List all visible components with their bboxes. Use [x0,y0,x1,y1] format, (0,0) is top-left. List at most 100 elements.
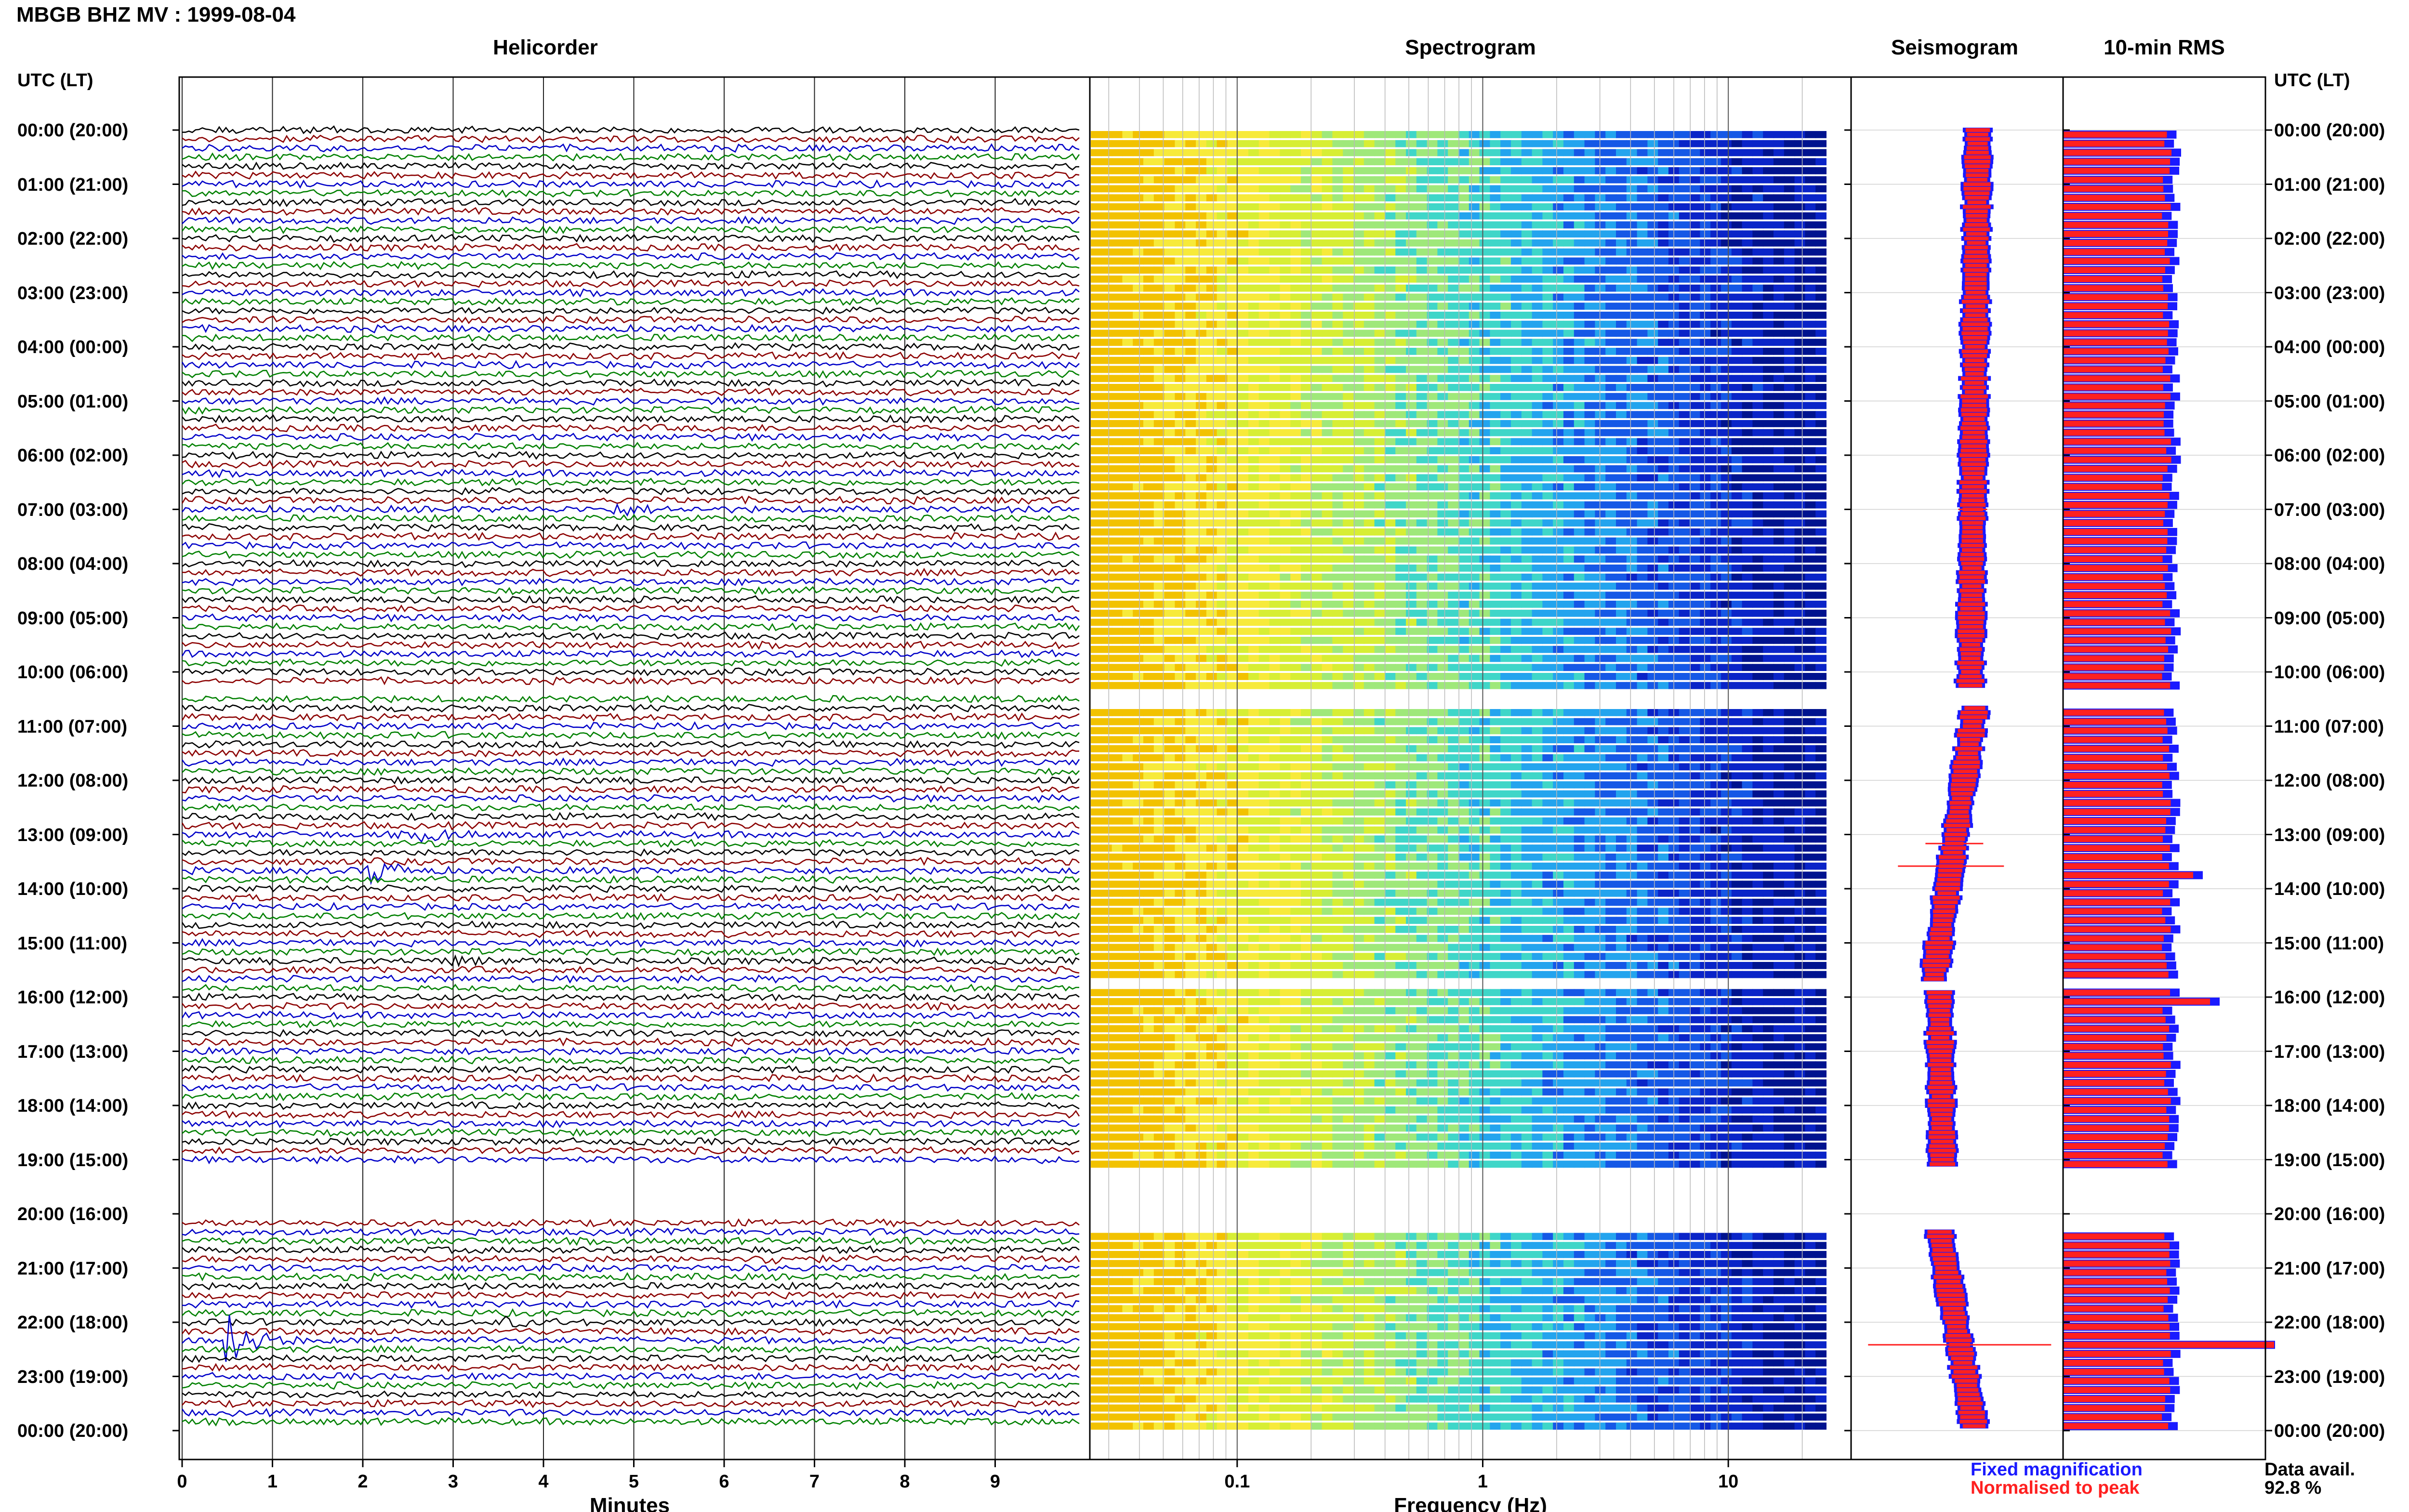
spectrogram-cell [1721,546,1732,554]
spectrogram-cell [1752,609,1764,617]
spectrogram-cell [1091,618,1102,626]
spectrogram-cell [1395,266,1406,274]
spectrogram-cell [1689,356,1701,364]
spectrogram-cell [1658,284,1669,292]
spectrogram-cell [1269,221,1281,229]
spectrogram-cell [1133,501,1144,509]
spectrogram-cell [1416,356,1428,364]
spectrogram-cell [1301,456,1312,463]
spectrogram-cell [1258,194,1270,202]
spectrogram-cell [1185,158,1196,166]
spectrogram-cell [1122,483,1134,491]
spectrogram-cell [1427,573,1438,581]
spectrogram-cell [1206,709,1218,716]
spectrogram-cell [1406,673,1417,680]
spectrogram-cell [1784,637,1795,644]
spectrogram-cell [1731,230,1743,238]
spectrogram-cell [1437,483,1449,491]
spectrogram-cell [1280,592,1291,599]
spectrogram-cell [1112,176,1123,184]
spectrogram-cell [1521,140,1533,147]
row-label: 11:00 (07:00) [2274,716,2384,737]
spectrogram-cell [1406,754,1417,762]
spectrogram-cell [1721,618,1732,626]
spectrogram-cell [1784,655,1795,662]
spectrogram-cell [1406,519,1417,527]
spectrogram-cell [1563,266,1575,274]
spectrogram-cell [1616,582,1627,590]
spectrogram-cell [1647,664,1659,671]
spectrogram-cell [1385,131,1396,138]
spectrogram-cell [1385,194,1396,202]
spectrogram-cell [1258,420,1270,427]
spectrogram-cell [1217,582,1228,590]
spectrogram-cell [1164,573,1176,581]
spectrogram-cell [1710,682,1721,689]
spectrogram-cell [1637,284,1648,292]
spectrogram-cell [1532,763,1543,771]
spectrogram-cell [1532,266,1543,274]
spectrogram-cell [1710,510,1721,518]
spectrogram-cell [1679,230,1690,238]
spectrogram-cell [1206,745,1218,752]
spectrogram-cell [1164,645,1176,653]
spectrogram-cell [1269,212,1281,220]
spectrogram-cell [1784,239,1795,247]
spectrogram-cell [1143,302,1154,310]
spectrogram-cell [1122,276,1134,283]
spectrogram-cell [1164,754,1176,762]
spectrogram-cell [1511,573,1522,581]
spectrogram-cell [1637,474,1648,482]
spectrogram-cell [1784,131,1795,138]
spectrogram-cell [1658,736,1669,744]
spectrogram-cell [1322,167,1333,174]
spectrogram-cell [1311,555,1323,563]
spectrogram-cell [1185,257,1196,265]
spectrogram-cell [1605,664,1616,671]
spectrogram-cell [1112,573,1123,581]
spectrogram-cell [1679,203,1690,210]
spectrogram-cell [1584,465,1596,473]
spectrogram-cell [1280,736,1291,744]
spectrogram-cell [1710,402,1721,409]
spectrogram-cell [1322,754,1333,762]
spectrogram-cell [1301,474,1312,482]
spectrogram-cell [1689,537,1701,545]
spectrogram-cell [1143,194,1154,202]
spectrogram-cell [1679,293,1690,301]
spectrogram-cell [1679,429,1690,436]
spectrogram-cell [1353,348,1364,355]
spectrogram-cell [1637,194,1648,202]
spectrogram-cell [1427,221,1438,229]
spectrogram-cell [1763,221,1774,229]
spectrogram-cell [1248,592,1259,599]
spectrogram-cell [1416,727,1428,735]
spectrogram-cell [1153,167,1165,174]
spectrogram-cell [1206,348,1218,355]
spectrogram-cell [1511,546,1522,554]
spectrogram-cell [1626,537,1638,545]
spectrogram-cell [1322,763,1333,771]
spectrogram-cell [1542,203,1554,210]
spectrogram-cell [1269,618,1281,626]
spectrogram-cell [1532,302,1543,310]
spectrogram-cell [1605,302,1616,310]
spectrogram-cell [1258,772,1270,780]
spectrogram-cell [1721,185,1732,193]
spectrogram-cell [1448,519,1459,527]
spectrogram-cell [1448,375,1459,382]
spectrogram-cell [1153,474,1165,482]
spectrogram-cell [1258,212,1270,220]
spectrogram-cell [1731,727,1743,735]
spectrogram-cell [1091,402,1102,409]
spectrogram-cell [1416,312,1428,319]
spectrogram-cell [1563,284,1575,292]
spectrogram-cell [1469,203,1480,210]
spectrogram-cell [1626,131,1638,138]
spectrogram-cell [1406,393,1417,400]
spectrogram-cell [1553,456,1564,463]
spectrogram-cell [1595,573,1606,581]
spectrogram-cell [1437,375,1449,382]
spectrogram-cell [1448,483,1459,491]
spectrogram-cell [1532,239,1543,247]
